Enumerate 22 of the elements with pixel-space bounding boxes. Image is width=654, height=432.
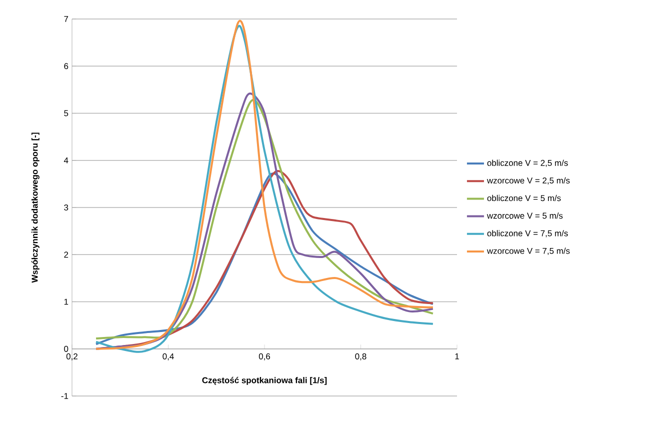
legend-label: wzorcowe V = 7,5 m/s: [486, 248, 570, 255]
x-axis-title: Częstość spotkaniowa fali [1/s]: [202, 376, 327, 385]
y-tick-label: 0: [64, 346, 68, 352]
legend-label: wzorcowe V = 5 m/s: [486, 212, 563, 219]
y-tick-label: 4: [64, 157, 68, 164]
y-tick-label: 6: [64, 63, 68, 70]
y-axis-title: Współczynnik dodatkowego oporu [-]: [31, 132, 40, 283]
y-tick-label: -1: [61, 393, 68, 399]
x-tick-label: 0,2: [66, 353, 78, 360]
y-tick-label: 7: [64, 16, 68, 22]
x-tick-label: 0,6: [258, 353, 270, 360]
legend-label: obliczone V = 2,5 m/s: [487, 160, 568, 167]
y-tick-label: 2: [64, 252, 68, 258]
y-tick-label: 1: [64, 298, 68, 305]
legend-label: obliczone V = 5 m/s: [487, 194, 561, 202]
x-tick-label: 0,8: [355, 353, 366, 360]
legend-label: obliczone V = 7,5 m/s: [487, 230, 568, 238]
x-tick-label: 1: [455, 353, 459, 360]
y-tick-label: 3: [64, 204, 68, 210]
x-tick-label: 0,4: [162, 353, 174, 360]
y-tick-label: 5: [64, 110, 68, 116]
legend-label: wzorcowe V = 2,5 m/s: [486, 177, 570, 185]
